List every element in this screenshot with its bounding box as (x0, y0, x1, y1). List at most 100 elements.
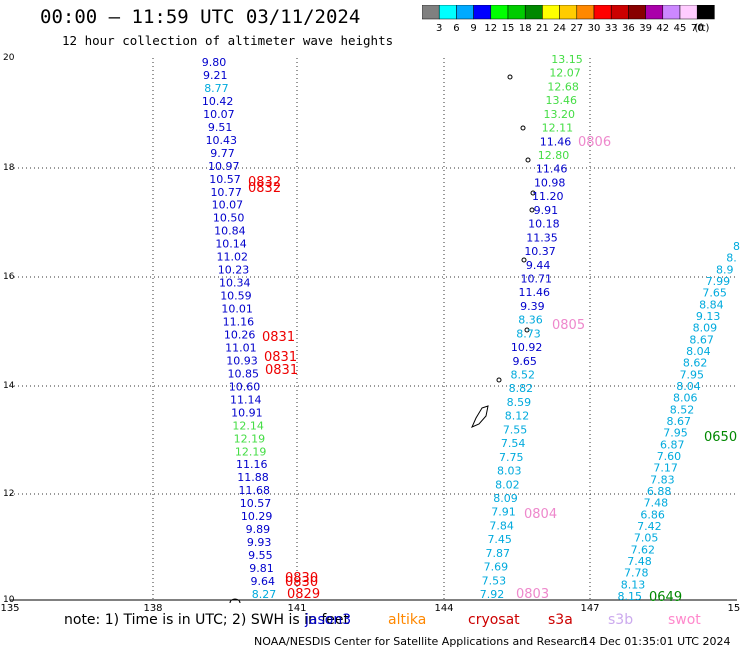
east-wave-height: 7.17 (653, 462, 678, 475)
sentinel-wave-height: 7.84 (489, 519, 514, 532)
jason3-wave-height: 10.59 (220, 290, 252, 303)
east-wave-height: 8.15 (618, 590, 643, 603)
east-wave-height: 8. (726, 252, 737, 265)
sentinel-wave-height: 8.12 (505, 410, 530, 423)
legend-tick-label: 36 (622, 23, 635, 34)
east-wave-height: 8.04 (676, 380, 701, 393)
jason3-time-label: 0832 (248, 175, 281, 190)
island-shape (524, 327, 530, 333)
sat-label-s3b: s3b (608, 612, 634, 628)
lon-tick-label: 144 (434, 603, 453, 614)
legend-tick-label: 21 (536, 23, 549, 34)
jason3-wave-height: 10.91 (231, 406, 263, 419)
footer-note: note: 1) Time is in UTC; 2) SWH is in fe… (64, 612, 350, 628)
sentinel-wave-height: 10.37 (524, 245, 556, 258)
jason3-time-label: 0831 (262, 330, 295, 345)
sentinel-wave-height: 7.87 (486, 547, 511, 560)
sentinel-wave-height: 8.52 (511, 369, 536, 382)
island-shape (529, 207, 535, 213)
jason3-wave-height: 9.93 (247, 536, 272, 549)
jason3-wave-height: 12.19 (235, 445, 267, 458)
sentinel-wave-height: 8.03 (497, 465, 522, 478)
sentinel-wave-height: 8.02 (495, 478, 520, 491)
lon-tick-label: 141 (287, 603, 306, 614)
jason3-wave-height: 10.77 (210, 186, 242, 199)
lat-tick-label: 16 (3, 272, 15, 282)
jason3-wave-height: 11.68 (238, 484, 270, 497)
legend-tick-label: 15 (502, 23, 515, 34)
east-wave-height: 6.87 (660, 438, 685, 451)
jason3-wave-height: 9.80 (202, 56, 227, 69)
jason3-wave-height: 10.23 (218, 264, 250, 277)
sentinel-wave-height: 7.45 (487, 533, 512, 546)
jason3-wave-height: 10.14 (215, 238, 247, 251)
sat-label-jason3: jason3 (305, 612, 352, 628)
east-wave-height: 6.86 (640, 508, 665, 521)
island-shape (520, 125, 526, 131)
sentinel-wave-height: 13.15 (551, 53, 583, 66)
legend-tick-label: 45 (674, 23, 687, 34)
island-shape (507, 74, 513, 80)
east-wave-height: 8.67 (667, 415, 692, 428)
jason3-wave-height: 9.64 (251, 575, 276, 588)
legend-tick-label: 27 (570, 23, 583, 34)
jason3-wave-height: 12.14 (232, 419, 264, 432)
sentinel-wave-height: 10.98 (534, 176, 566, 189)
legend-tick-label: 18 (519, 23, 532, 34)
east-wave-height: 8 (733, 240, 740, 253)
legend-unit-label: (ft) (694, 23, 709, 34)
jason3-wave-height: 8.27 (252, 588, 277, 601)
jason3-time-label: 0831 (264, 350, 297, 365)
sentinel-wave-height: 9.39 (520, 300, 545, 313)
jason3-wave-height: 10.93 (226, 354, 258, 367)
east-wave-height: 8.62 (683, 357, 708, 370)
sentinel-wave-height: 10.92 (511, 341, 543, 354)
jason3-wave-height: 9.77 (210, 147, 235, 160)
jason3-wave-height: 10.43 (206, 134, 238, 147)
jason3-wave-height: 10.26 (224, 328, 256, 341)
island-shape (521, 257, 527, 263)
lat-tick-label: 20 (3, 53, 15, 63)
east-wave-height: 6.88 (647, 485, 672, 498)
lon-tick-label: 150 (727, 603, 740, 614)
jason3-time-label: 0830 (285, 575, 318, 590)
sentinel-wave-height: 7.75 (499, 451, 524, 464)
sentinel-wave-height: 8.82 (509, 382, 534, 395)
sentinel-wave-height: 7.69 (484, 561, 509, 574)
legend-tick-label: 9 (470, 23, 476, 34)
east-wave-height: 7.60 (657, 450, 682, 463)
legend-tick-label: 70 (691, 23, 704, 34)
east-wave-height: 7.62 (631, 543, 656, 556)
lat-tick-label: 12 (3, 489, 14, 499)
sentinel-wave-height: 12.11 (542, 122, 574, 135)
sentinel-wave-height: 11.46 (519, 286, 551, 299)
sentinel-wave-height: 7.53 (482, 574, 507, 587)
jason3-wave-height: 10.57 (240, 497, 272, 510)
east-wave-height: 7.78 (624, 567, 649, 580)
lat-tick-label: 14 (3, 381, 15, 391)
map-title: 00:00 – 11:59 UTC 03/11/2024 (40, 6, 361, 28)
sat-label-swot: swot (668, 612, 701, 628)
jason3-wave-height: 11.02 (217, 251, 249, 264)
sat-label-cryosat: cryosat (468, 612, 520, 628)
jason3-wave-height: 10.60 (229, 380, 261, 393)
jason3-wave-height: 9.51 (208, 121, 233, 134)
east-wave-height: 7.65 (702, 287, 727, 300)
sentinel-wave-height: 11.46 (540, 135, 572, 148)
legend-tick-label: 6 (453, 23, 459, 34)
sentinel-wave-height: 11.46 (536, 163, 568, 176)
sentinel-wave-height: 12.80 (538, 149, 570, 162)
jason3-wave-height: 11.88 (237, 471, 269, 484)
legend-tick-label: 33 (605, 23, 618, 34)
legend-tick-label: 30 (588, 23, 601, 34)
sentinel-wave-height: 8.09 (493, 492, 518, 505)
footer-timestamp: 14 Dec 01:35:01 UTC 2024 (582, 635, 731, 648)
east-wave-height: 9.13 (696, 310, 721, 323)
jason3-wave-height: 9.81 (249, 562, 274, 575)
jason3-wave-height: 10.85 (228, 367, 260, 380)
east-wave-height: 8.52 (670, 403, 695, 416)
legend-tick-label: 42 (656, 23, 669, 34)
lon-tick-label: 135 (0, 603, 19, 614)
map-subtitle: 12 hour collection of altimeter wave hei… (62, 33, 394, 48)
east-wave-height: 7.05 (634, 532, 659, 545)
